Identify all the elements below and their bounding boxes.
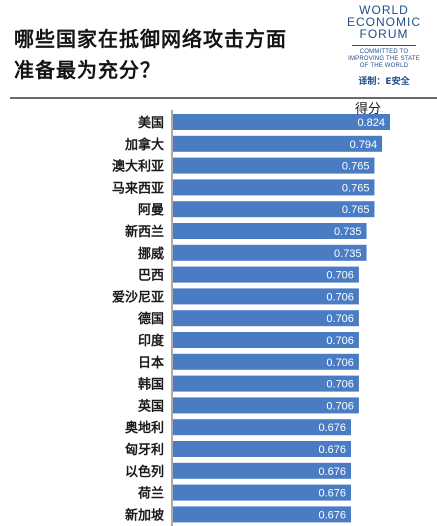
bar-9 xyxy=(173,310,359,327)
value-label-17: 0.676 xyxy=(318,488,346,500)
logo-tagline-3: OF THE WORLD xyxy=(359,63,409,69)
logo-word-3: FORUM xyxy=(359,27,409,41)
bar-18 xyxy=(173,506,352,523)
logo-word-2: ECONOMIC xyxy=(347,15,421,29)
category-label-6: 挪威 xyxy=(138,246,164,262)
value-label-7: 0.706 xyxy=(326,270,354,282)
category-label-17: 荷兰 xyxy=(137,486,164,502)
translation-credit: 译制：E安全 xyxy=(358,77,410,87)
value-label-5: 0.735 xyxy=(334,226,362,238)
bar-4 xyxy=(173,201,375,218)
category-label-11: 日本 xyxy=(138,355,164,371)
bar-5 xyxy=(173,223,367,239)
category-label-15: 匈牙利 xyxy=(125,442,164,458)
category-label-3: 马来西亚 xyxy=(112,180,164,196)
logo-rule xyxy=(352,45,416,46)
header-divider xyxy=(10,97,437,99)
value-label-9: 0.706 xyxy=(326,313,354,325)
value-label-1: 0.794 xyxy=(350,139,378,151)
bar-6 xyxy=(173,244,367,261)
value-label-0: 0.824 xyxy=(357,117,385,129)
value-label-15: 0.676 xyxy=(318,444,346,456)
value-label-8: 0.706 xyxy=(326,291,354,303)
category-label-16: 以色列 xyxy=(125,464,164,480)
x-axis-label: 得分 xyxy=(355,102,382,117)
bar-13 xyxy=(173,397,359,414)
value-label-11: 0.706 xyxy=(326,357,354,369)
title-line-2: 准备最为充分？ xyxy=(14,58,161,82)
bar-7 xyxy=(173,266,359,283)
category-label-18: 新加坡 xyxy=(125,507,165,523)
category-label-4: 阿曼 xyxy=(138,203,164,218)
category-label-1: 加拿大 xyxy=(124,137,164,153)
bar-0 xyxy=(173,114,390,130)
bar-17 xyxy=(173,484,352,501)
category-label-13: 英国 xyxy=(137,398,164,414)
category-label-5: 新西兰 xyxy=(125,224,164,240)
value-label-13: 0.706 xyxy=(326,400,354,412)
value-label-16: 0.676 xyxy=(318,466,346,478)
logo-tagline-1: COMMITTED TO xyxy=(359,49,409,55)
value-label-4: 0.765 xyxy=(342,204,370,216)
bar-10 xyxy=(173,332,359,348)
value-label-2: 0.765 xyxy=(342,161,370,173)
value-label-10: 0.706 xyxy=(326,335,354,347)
bar-8 xyxy=(173,288,359,305)
bar-12 xyxy=(173,375,359,392)
logo-tagline-2: IMPROVING THE STATE xyxy=(348,56,420,62)
category-label-8: 爱沙尼亚 xyxy=(112,289,164,305)
category-label-10: 印度 xyxy=(138,333,165,349)
bar-3 xyxy=(173,179,375,196)
logo-word-1: WORLD xyxy=(359,3,409,17)
wef-logo: WORLD ECONOMIC FORUM COMMITTED TO IMPROV… xyxy=(338,4,430,87)
value-label-12: 0.706 xyxy=(326,379,354,391)
category-label-7: 巴西 xyxy=(138,269,164,284)
bar-14 xyxy=(173,419,352,436)
category-label-2: 澳大利亚 xyxy=(112,159,164,175)
title-line-1: 哪些国家在抵御网络攻击方面 xyxy=(14,27,287,51)
value-label-18: 0.676 xyxy=(318,509,346,521)
header: 哪些国家在抵御网络攻击方面 准备最为充分？ WORLD ECONOMIC FOR… xyxy=(0,0,437,104)
bar-2 xyxy=(173,157,375,174)
category-label-9: 德国 xyxy=(138,311,164,327)
value-label-14: 0.676 xyxy=(318,422,346,434)
bar-16 xyxy=(173,462,352,479)
value-label-3: 0.765 xyxy=(342,182,370,194)
category-label-14: 奥地利 xyxy=(125,420,164,436)
bar-11 xyxy=(173,353,359,370)
category-label-12: 韩国 xyxy=(138,377,164,393)
bar-15 xyxy=(173,441,352,457)
bar-1 xyxy=(173,135,383,152)
category-label-0: 美国 xyxy=(138,115,164,131)
chart-title: 哪些国家在抵御网络攻击方面 准备最为充分？ xyxy=(14,24,334,86)
value-label-6: 0.735 xyxy=(334,248,362,260)
